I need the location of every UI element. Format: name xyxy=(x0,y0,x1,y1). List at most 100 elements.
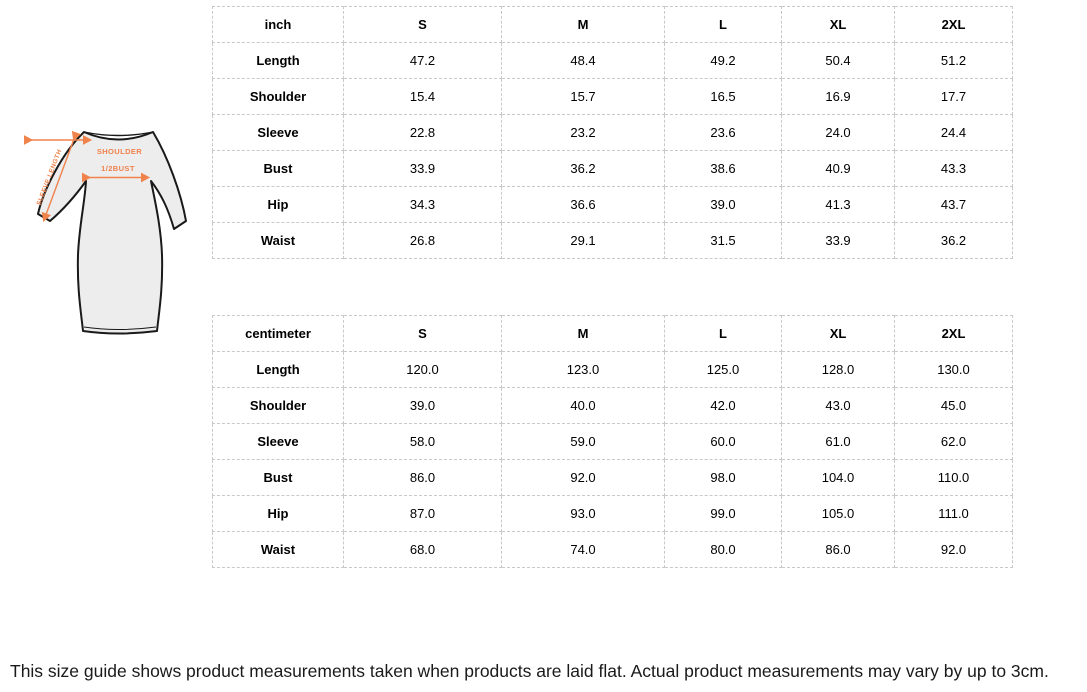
measurement-value-cell: 61.0 xyxy=(781,423,895,460)
hem-line xyxy=(83,326,157,330)
measurement-row: Hip 87.0 93.0 99.0 105.0 111.0 xyxy=(212,495,1013,532)
measurement-label-cell: Hip xyxy=(212,495,344,532)
measurement-value-cell: 39.0 xyxy=(664,186,782,223)
measurement-label-cell: Bust xyxy=(212,459,344,496)
header-row: inch S M L XL 2XL xyxy=(212,6,1013,43)
measurement-value-cell: 43.7 xyxy=(894,186,1013,223)
size-table-inch: inch S M L XL 2XL Length 47.2 48.4 49.2 50.4 51.2 Sh… xyxy=(212,6,1013,259)
measurement-value-cell: 125.0 xyxy=(664,351,782,388)
measurement-value-cell: 123.0 xyxy=(501,351,665,388)
measurement-value-cell: 31.5 xyxy=(664,222,782,259)
measurement-row: Length 120.0 123.0 125.0 128.0 130.0 xyxy=(212,351,1013,388)
measurement-value-cell: 17.7 xyxy=(894,78,1013,115)
measurement-value-cell: 24.4 xyxy=(894,114,1013,151)
measurement-value-cell: 40.0 xyxy=(501,387,665,424)
measurement-value-cell: 26.8 xyxy=(343,222,502,259)
measurement-label-cell: Length xyxy=(212,42,344,79)
measurement-value-cell: 39.0 xyxy=(343,387,502,424)
measurement-row: Waist 26.8 29.1 31.5 33.9 36.2 xyxy=(212,222,1013,259)
measurement-row: Hip 34.3 36.6 39.0 41.3 43.7 xyxy=(212,186,1013,223)
measurement-label-cell: Sleeve xyxy=(212,114,344,151)
measurement-value-cell: 36.6 xyxy=(501,186,665,223)
measurement-value-cell: 111.0 xyxy=(894,495,1013,532)
measurement-value-cell: 105.0 xyxy=(781,495,895,532)
measurement-value-cell: 43.0 xyxy=(781,387,895,424)
dress-sketch: SHOULDER 1/2BUST SLEEVE LENGTH xyxy=(24,130,187,335)
size-header-cell: L xyxy=(664,315,782,352)
measurement-value-cell: 104.0 xyxy=(781,459,895,496)
measurement-value-cell: 50.4 xyxy=(781,42,895,79)
measurement-value-cell: 68.0 xyxy=(343,531,502,568)
size-header-cell: XL xyxy=(781,315,895,352)
measurement-value-cell: 45.0 xyxy=(894,387,1013,424)
measurement-value-cell: 80.0 xyxy=(664,531,782,568)
measurement-value-cell: 33.9 xyxy=(343,150,502,187)
measurement-value-cell: 130.0 xyxy=(894,351,1013,388)
measurement-row: Sleeve 22.8 23.2 23.6 24.0 24.4 xyxy=(212,114,1013,151)
measurement-value-cell: 128.0 xyxy=(781,351,895,388)
measurement-value-cell: 58.0 xyxy=(343,423,502,460)
measurement-value-cell: 74.0 xyxy=(501,531,665,568)
measurement-value-cell: 92.0 xyxy=(501,459,665,496)
sleeve-length-arrow xyxy=(41,130,82,222)
unit-header-cell: centimeter xyxy=(212,315,344,352)
measurement-value-cell: 120.0 xyxy=(343,351,502,388)
measurement-label-cell: Shoulder xyxy=(212,78,344,115)
measurement-value-cell: 23.2 xyxy=(501,114,665,151)
measurement-value-cell: 42.0 xyxy=(664,387,782,424)
measurement-row: Shoulder 15.4 15.7 16.5 16.9 17.7 xyxy=(212,78,1013,115)
measurement-value-cell: 36.2 xyxy=(894,222,1013,259)
measurement-row: Bust 86.0 92.0 98.0 104.0 110.0 xyxy=(212,459,1013,496)
measurement-value-cell: 51.2 xyxy=(894,42,1013,79)
measurement-value-cell: 48.4 xyxy=(501,42,665,79)
measurement-row: Bust 33.9 36.2 38.6 40.9 43.3 xyxy=(212,150,1013,187)
unit-header-cell: inch xyxy=(212,6,344,43)
size-header-cell: 2XL xyxy=(894,6,1013,43)
size-table-centimeter: centimeter S M L XL 2XL Length 120.0 123.0 125.0 1… xyxy=(212,315,1013,568)
measurement-value-cell: 29.1 xyxy=(501,222,665,259)
measurement-value-cell: 99.0 xyxy=(664,495,782,532)
measurement-row: Waist 68.0 74.0 80.0 86.0 92.0 xyxy=(212,531,1013,568)
header-row: centimeter S M L XL 2XL xyxy=(212,315,1013,352)
measurement-value-cell: 23.6 xyxy=(664,114,782,151)
measurement-value-cell: 93.0 xyxy=(501,495,665,532)
measurement-value-cell: 34.3 xyxy=(343,186,502,223)
measurement-value-cell: 36.2 xyxy=(501,150,665,187)
size-header-cell: S xyxy=(343,315,502,352)
measurement-value-cell: 33.9 xyxy=(781,222,895,259)
measurement-value-cell: 110.0 xyxy=(894,459,1013,496)
measurement-value-cell: 16.5 xyxy=(664,78,782,115)
dress-measurement-diagram: SHOULDER 1/2BUST SLEEVE LENGTH xyxy=(22,105,207,350)
measurement-row: Length 47.2 48.4 49.2 50.4 51.2 xyxy=(212,42,1013,79)
measurement-value-cell: 86.0 xyxy=(781,531,895,568)
measurement-value-cell: 24.0 xyxy=(781,114,895,151)
measurement-value-cell: 49.2 xyxy=(664,42,782,79)
measurement-value-cell: 86.0 xyxy=(343,459,502,496)
size-header-cell: M xyxy=(501,6,665,43)
size-header-cell: S xyxy=(343,6,502,43)
measurement-row: Sleeve 58.0 59.0 60.0 61.0 62.0 xyxy=(212,423,1013,460)
measurement-label-cell: Hip xyxy=(212,186,344,223)
measurement-value-cell: 16.9 xyxy=(781,78,895,115)
measurement-value-cell: 41.3 xyxy=(781,186,895,223)
size-header-cell: L xyxy=(664,6,782,43)
measurement-label-cell: Waist xyxy=(212,531,344,568)
shoulder-label: SHOULDER xyxy=(97,147,142,156)
measurement-value-cell: 40.9 xyxy=(781,150,895,187)
measurement-value-cell: 22.8 xyxy=(343,114,502,151)
measurement-value-cell: 98.0 xyxy=(664,459,782,496)
size-guide-note: This size guide shows product measuremen… xyxy=(10,661,1049,681)
measurement-row: Shoulder 39.0 40.0 42.0 43.0 45.0 xyxy=(212,387,1013,424)
measurement-value-cell: 47.2 xyxy=(343,42,502,79)
measurement-value-cell: 38.6 xyxy=(664,150,782,187)
measurement-label-cell: Sleeve xyxy=(212,423,344,460)
size-header-cell: 2XL xyxy=(894,315,1013,352)
size-header-cell: XL xyxy=(781,6,895,43)
dress-outline xyxy=(37,131,187,335)
measurement-value-cell: 15.4 xyxy=(343,78,502,115)
measurement-value-cell: 59.0 xyxy=(501,423,665,460)
measurement-value-cell: 60.0 xyxy=(664,423,782,460)
measurement-label-cell: Bust xyxy=(212,150,344,187)
size-header-cell: M xyxy=(501,315,665,352)
